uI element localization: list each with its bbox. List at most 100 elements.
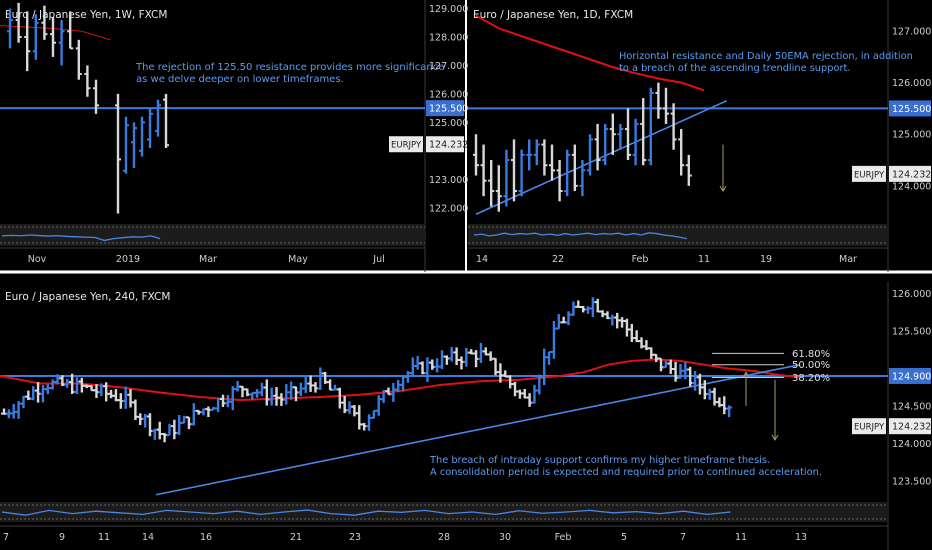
price-bar bbox=[670, 103, 677, 150]
time-tick-5: Mar bbox=[839, 254, 857, 265]
price-bar bbox=[549, 144, 555, 181]
price-bar bbox=[24, 11, 31, 72]
time-tick-0: 14 bbox=[476, 254, 488, 265]
price-bar bbox=[473, 134, 479, 176]
time-tick-6: 23 bbox=[349, 532, 361, 543]
time-tick-3: 11 bbox=[698, 254, 710, 265]
chart-title: Euro / Japanese Yen, 240, FXCM bbox=[5, 291, 170, 303]
oscillator-pane bbox=[0, 502, 888, 522]
level-label-bg bbox=[889, 367, 931, 384]
price-bar bbox=[7, 8, 13, 49]
price-tick-3: 126.000 bbox=[429, 89, 468, 100]
symbol-label: EURJPY bbox=[854, 423, 885, 433]
annotation-line-2: A consolidation period is expected and r… bbox=[430, 467, 822, 478]
trendline bbox=[155, 363, 801, 496]
price-bar bbox=[526, 139, 533, 171]
price-bar bbox=[647, 87, 654, 166]
price-tick-4: 124.000 bbox=[892, 181, 931, 192]
price-bar bbox=[84, 65, 91, 97]
price-bar bbox=[93, 79, 99, 114]
fib-label-2: 38.20% bbox=[792, 373, 830, 384]
price-bar bbox=[58, 19, 65, 66]
price-bar bbox=[488, 160, 495, 207]
price-bar bbox=[139, 116, 145, 157]
price-bar bbox=[571, 144, 578, 192]
annotation-line-1: Horizontal resistance and Daily 50EMA re… bbox=[619, 51, 913, 62]
price-bar bbox=[147, 108, 153, 148]
price-bar bbox=[655, 82, 662, 119]
price-tick-3: 124.000 bbox=[892, 439, 931, 450]
annotation-line-1: The rejection of 125.50 resistance provi… bbox=[135, 62, 444, 73]
price-bar bbox=[155, 99, 161, 137]
time-tick-5: 21 bbox=[290, 532, 302, 543]
chart-title: Euro / Japanese Yen, 1D, FXCM bbox=[473, 9, 633, 21]
price-tick-3: 125.000 bbox=[892, 130, 931, 141]
price-bar bbox=[32, 14, 39, 60]
oscillator-line bbox=[473, 232, 687, 240]
price-tick-0: 126.000 bbox=[892, 289, 931, 300]
price-bar bbox=[685, 154, 692, 186]
chart-title: Euro / Japanese Yen, 1W, FXCM bbox=[5, 9, 167, 21]
oscillator-line bbox=[1, 509, 731, 516]
level-label-bg bbox=[889, 100, 931, 117]
price-bar bbox=[640, 98, 647, 166]
price-bar bbox=[632, 118, 639, 166]
price-bar bbox=[163, 93, 169, 148]
trendline bbox=[475, 99, 728, 215]
price-bar bbox=[541, 139, 548, 176]
symbol-label: EURJPY bbox=[854, 170, 885, 180]
symbol-label-bg bbox=[852, 418, 886, 435]
time-tick-1: 2019 bbox=[116, 254, 140, 265]
panel-h4: 126.000 125.500 124.500 124.000 123.500 7 9 11 1… bbox=[0, 282, 931, 550]
price-bar bbox=[594, 123, 601, 171]
time-tick-1: 22 bbox=[552, 254, 564, 265]
price-bar bbox=[511, 139, 517, 202]
price-tick-2: 127.000 bbox=[429, 61, 468, 72]
annotation-line-2: to a breach of the ascending trendline s… bbox=[619, 63, 850, 74]
symbol-label-bg bbox=[389, 136, 423, 153]
price-bar bbox=[587, 134, 593, 176]
price-bar bbox=[579, 160, 586, 197]
time-tick-0: Nov bbox=[28, 254, 47, 265]
time-tick-13: 13 bbox=[795, 532, 807, 543]
panel-daily: 127.000 126.000 125.500 125.000 124.000 14 22 F… bbox=[468, 0, 931, 272]
price-bar bbox=[131, 122, 137, 168]
time-tick-11: 7 bbox=[680, 532, 686, 543]
price-bar bbox=[617, 123, 624, 150]
price-tick-2: 124.500 bbox=[892, 402, 931, 413]
time-tick-10: 5 bbox=[621, 532, 627, 543]
symbol-label: EURJPY bbox=[391, 141, 422, 151]
price-bar bbox=[556, 160, 563, 202]
price-bar bbox=[480, 144, 487, 197]
time-tick-2: 11 bbox=[98, 532, 110, 543]
price-tick-1: 125.500 bbox=[892, 326, 931, 337]
price-label: 124.232 bbox=[429, 140, 468, 151]
level-label-bg bbox=[426, 100, 464, 117]
level-label: 125.500 bbox=[892, 104, 931, 115]
price-bar bbox=[533, 139, 540, 166]
time-tick-4: 19 bbox=[760, 254, 772, 265]
level-label: 124.900 bbox=[892, 371, 931, 382]
fib-label-0: 61.80% bbox=[792, 349, 830, 360]
panel-weekly: 129.000 128.000 127.000 126.000 125.000 123.0… bbox=[0, 0, 468, 272]
ema-line bbox=[0, 358, 801, 402]
price-bar bbox=[123, 116, 129, 174]
annotation-line-2: as we delve deeper on lower timeframes. bbox=[136, 74, 344, 85]
time-tick-12: 11 bbox=[735, 532, 747, 543]
price-tick-1: 126.000 bbox=[892, 78, 931, 89]
price-bar bbox=[602, 123, 609, 166]
price-tick-4: 123.500 bbox=[892, 477, 931, 488]
target-arrow-head bbox=[771, 434, 779, 441]
price-tick-0: 129.000 bbox=[429, 4, 468, 15]
time-tick-8: 30 bbox=[499, 532, 511, 543]
price-bar bbox=[495, 165, 502, 212]
time-tick-2: Feb bbox=[632, 254, 649, 265]
price-label: 124.232 bbox=[892, 169, 931, 180]
price-bar bbox=[564, 149, 571, 197]
symbol-label-bg bbox=[852, 165, 886, 182]
time-tick-3: May bbox=[288, 254, 308, 265]
price-bar bbox=[15, 2, 22, 43]
price-bar bbox=[678, 129, 685, 176]
price-tick-1: 128.000 bbox=[429, 33, 468, 44]
